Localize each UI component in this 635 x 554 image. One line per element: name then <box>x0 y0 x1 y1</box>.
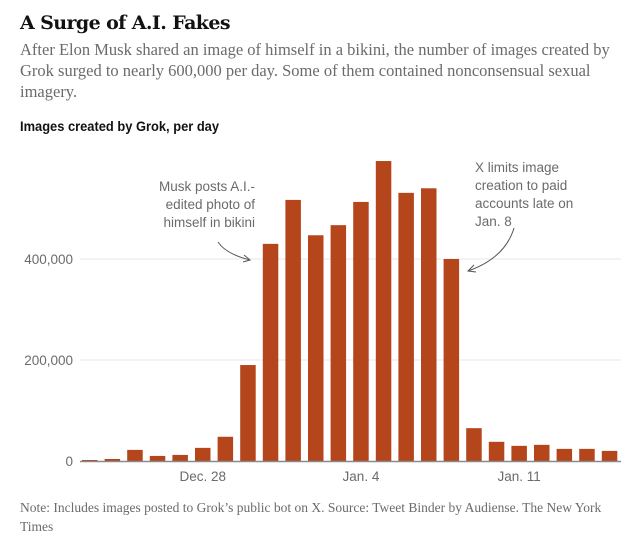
annotation-arrow <box>467 227 515 272</box>
annotation-text: Jan. 8 <box>475 214 512 229</box>
bar <box>217 436 234 461</box>
bar <box>172 454 188 461</box>
bar <box>398 192 414 461</box>
bar <box>82 459 98 461</box>
bar <box>195 447 211 461</box>
y-tick-label: 200,000 <box>24 353 73 368</box>
x-tick-label: Dec. 28 <box>179 469 226 484</box>
annotation-text: Musk posts A.I.- <box>159 179 255 194</box>
annotation-musk-post: Musk posts A.I.- edited photo of himself i… <box>159 179 256 263</box>
y-tick-label: 0 <box>65 454 73 469</box>
x-axis-ticks: Dec. 28 Jan. 4 Jan. 11 <box>179 469 540 484</box>
bar <box>579 448 595 461</box>
y-axis-ticks: 0 200,000 400,000 <box>24 252 73 469</box>
chart-subtitle: After Elon Musk shared an image of himse… <box>20 40 610 101</box>
annotations: Musk posts A.I.- edited photo of himself i… <box>159 160 573 273</box>
bar <box>149 455 166 461</box>
arrowhead-icon <box>466 264 477 273</box>
arrowhead-icon <box>242 254 252 263</box>
annotation-text: edited photo of <box>166 197 256 212</box>
annotation-text: X limits image <box>475 160 559 175</box>
bars <box>82 161 618 462</box>
annotation-text: creation to paid <box>475 178 567 193</box>
x-tick-label: Jan. 11 <box>498 469 541 484</box>
bar <box>262 243 279 461</box>
bar <box>308 235 324 461</box>
x-tick-label: Jan. 4 <box>343 469 380 484</box>
bar <box>511 445 527 461</box>
bar <box>601 450 618 461</box>
annotation-paid-limit: X limits image creation to paid accounts l… <box>466 160 573 273</box>
annotation-arrow <box>217 241 251 261</box>
bar <box>240 365 256 461</box>
source-note: Note: Includes images posted to Grok’s p… <box>20 500 602 534</box>
gridlines <box>80 258 621 361</box>
bar <box>285 199 301 461</box>
chart-headline: A Surge of A.I. Fakes <box>20 12 231 34</box>
y-tick-label: 400,000 <box>24 252 73 267</box>
bar <box>421 188 437 462</box>
bar <box>375 161 392 461</box>
bar <box>127 449 143 461</box>
bar <box>466 428 482 461</box>
bar <box>556 448 573 461</box>
bar <box>353 201 369 461</box>
bar <box>534 444 550 461</box>
bar <box>488 441 505 461</box>
annotation-text: himself in bikini <box>163 215 255 230</box>
chart-title: Images created by Grok, per day <box>20 118 220 134</box>
bar-chart: 0 200,000 400,000 Dec. 28 Jan. 4 Jan. 11 Mus… <box>24 160 621 484</box>
bar <box>330 225 347 461</box>
bar <box>443 259 460 461</box>
annotation-text: accounts late on <box>475 196 573 211</box>
bar <box>104 458 121 461</box>
